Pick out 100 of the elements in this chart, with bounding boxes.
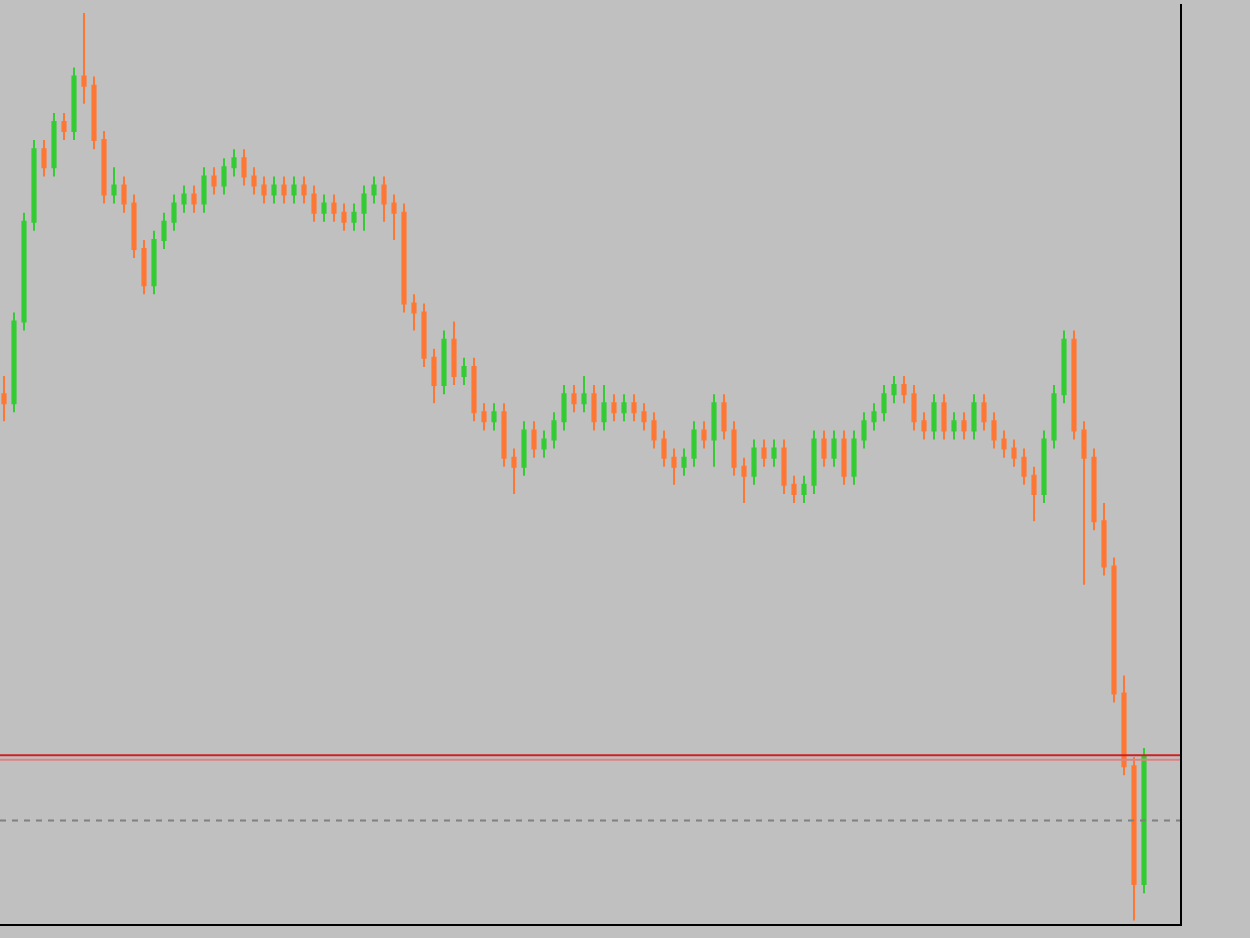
candlestick [311, 184, 317, 223]
candlestick [1091, 447, 1097, 532]
candlestick [581, 375, 587, 414]
candlestick [1141, 746, 1147, 895]
candlestick [931, 393, 937, 441]
candlestick [201, 166, 207, 214]
candlestick [851, 429, 857, 486]
candlestick [211, 166, 217, 196]
candlestick [711, 393, 717, 468]
candlestick [661, 429, 667, 468]
candlestick [891, 375, 897, 405]
candlestick [961, 411, 967, 441]
candlestick [421, 302, 427, 368]
candlestick [171, 193, 177, 232]
candlestick [231, 148, 237, 178]
candlestick [641, 402, 647, 432]
candlestick [271, 175, 277, 205]
candlestick [531, 420, 537, 459]
candlestick [681, 447, 687, 477]
candlestick [1111, 556, 1117, 704]
candlestick [511, 447, 517, 495]
candlestick [441, 329, 447, 396]
candlestick [181, 184, 187, 214]
candlestick [51, 111, 57, 178]
candlestick [301, 175, 307, 205]
candlestick [71, 66, 77, 142]
candlestick [611, 393, 617, 423]
candlestick [911, 384, 917, 432]
candlestick [1101, 502, 1107, 577]
candlestick [831, 429, 837, 468]
candlestick [561, 384, 567, 432]
candlestick [721, 393, 727, 441]
candlestick [811, 429, 817, 495]
candlestick [461, 356, 467, 387]
candlestick [161, 211, 167, 250]
candlestick [521, 420, 527, 477]
candlestick [621, 393, 627, 423]
candlestick [81, 12, 87, 105]
candlestick [131, 193, 137, 260]
candlestick [241, 148, 247, 187]
candlestick [551, 411, 557, 450]
candlestick [1021, 447, 1027, 486]
candlestick [371, 175, 377, 205]
candlestick [191, 184, 197, 214]
candlestick [1131, 756, 1137, 922]
candlestick [741, 456, 747, 505]
candlestick [331, 193, 337, 223]
candlestick [951, 411, 957, 441]
candlestick [701, 420, 707, 450]
candlestick [651, 411, 657, 450]
candlestick [921, 411, 927, 441]
candlestick [481, 402, 487, 432]
candlestick [571, 384, 577, 414]
candlestick [751, 438, 757, 486]
candlestick [671, 447, 677, 486]
candlestick [251, 166, 257, 196]
candlestick [471, 356, 477, 423]
candlestick [821, 429, 827, 468]
candlestick [361, 184, 367, 232]
candlestick [491, 402, 497, 432]
candlestick [121, 175, 127, 214]
candlestick [771, 438, 777, 468]
candlestick [871, 402, 877, 432]
candlestick [1061, 329, 1067, 405]
candlestick [1, 375, 7, 423]
candlestick [431, 347, 437, 405]
candlestick [841, 429, 847, 486]
candlestick [91, 75, 97, 151]
candlestick [281, 175, 287, 205]
candlestick [381, 175, 387, 223]
candlestick [1121, 674, 1127, 777]
candlestick [781, 438, 787, 495]
candlestick [761, 438, 767, 468]
candlestick [1051, 384, 1057, 450]
candlestick [291, 175, 297, 205]
candlestick [351, 202, 357, 232]
candlestick [1071, 329, 1077, 441]
candlestick [1011, 438, 1017, 468]
candlestick [731, 420, 737, 477]
candlestick [881, 384, 887, 423]
candlestick [631, 393, 637, 423]
candlestick [321, 193, 327, 223]
candlestick [601, 384, 607, 432]
candlestick [1041, 429, 1047, 505]
candlestick [691, 420, 697, 468]
candlestick [11, 311, 17, 414]
candlestick [111, 166, 117, 205]
candlestick [411, 293, 417, 332]
candlestick [901, 375, 907, 405]
candlestick [861, 411, 867, 450]
candlestick [141, 238, 147, 296]
candlestick [451, 320, 457, 387]
candlestick [21, 211, 27, 332]
candlestick [151, 229, 157, 296]
candlestick [541, 429, 547, 459]
candlestick [341, 202, 347, 232]
candlestick [791, 474, 797, 505]
candlestick [31, 139, 37, 232]
candlestick [61, 111, 67, 142]
candlestick [41, 139, 47, 178]
